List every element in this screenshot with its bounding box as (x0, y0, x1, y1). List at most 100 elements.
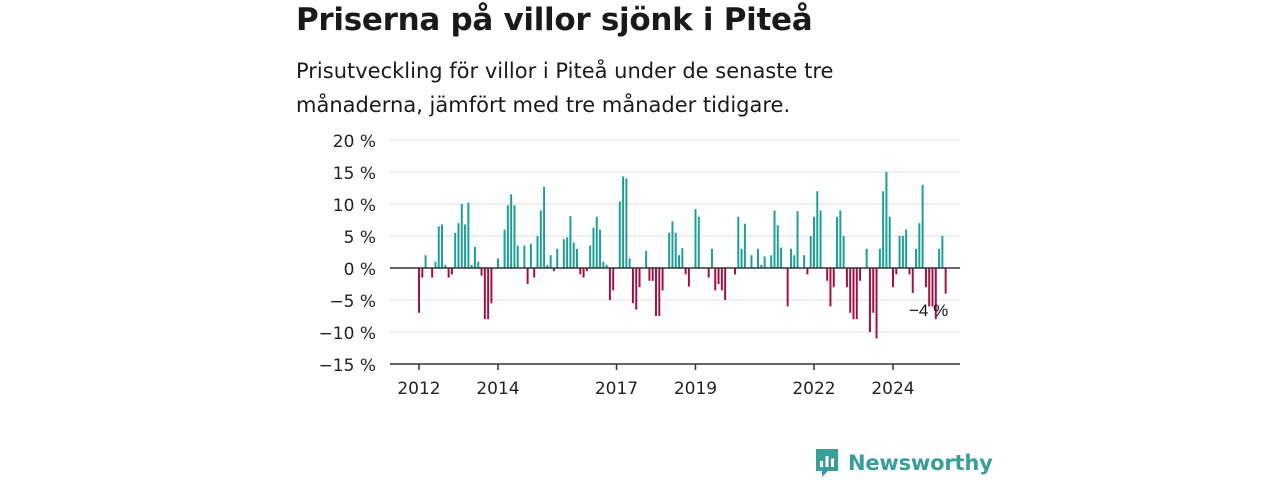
bar (483, 268, 486, 320)
bar (901, 236, 904, 268)
bar (513, 205, 516, 268)
bar (786, 268, 789, 307)
bar (441, 224, 444, 268)
bar (720, 268, 723, 291)
bar (895, 268, 898, 275)
bar (915, 248, 918, 268)
bar (928, 268, 931, 307)
x-tick-label: 2017 (595, 379, 638, 399)
bar (671, 221, 674, 268)
y-tick-label: 0 % (344, 260, 376, 280)
bar (694, 209, 697, 268)
bar (450, 268, 453, 275)
newsworthy-logo-icon (816, 449, 838, 477)
bar (803, 255, 806, 268)
bar (839, 210, 842, 268)
bar (776, 225, 779, 268)
bar (697, 216, 700, 268)
bar (576, 248, 578, 268)
bar (546, 264, 549, 268)
bar (612, 268, 615, 291)
bar (631, 268, 634, 304)
last-value-annotation: −4 % (909, 301, 948, 320)
bar (480, 268, 483, 276)
bar (655, 268, 657, 316)
bar (763, 256, 766, 268)
bar (819, 210, 822, 268)
bar (813, 216, 815, 268)
x-tick-label: 2012 (397, 379, 440, 399)
bar (816, 191, 819, 268)
bar (750, 255, 753, 268)
bar (421, 268, 424, 278)
bar (638, 268, 641, 288)
bar (510, 194, 513, 268)
bar (434, 261, 437, 268)
y-tick-label: −10 % (319, 324, 376, 344)
bar (892, 268, 894, 288)
bar (457, 223, 460, 268)
bar (684, 268, 687, 275)
bar (464, 224, 467, 268)
y-tick-label: 5 % (344, 228, 376, 248)
bars (418, 172, 947, 339)
bar (941, 236, 944, 268)
x-tick-label: 2019 (674, 379, 717, 399)
bar (796, 211, 799, 268)
bar (780, 247, 783, 268)
bar (918, 223, 921, 268)
bar (516, 245, 519, 268)
bar (687, 268, 690, 287)
bar (789, 248, 792, 268)
bar (533, 268, 536, 278)
bar (562, 239, 565, 268)
annotations: −4 % (909, 301, 948, 320)
newsworthy-logo: Newsworthy (814, 446, 993, 480)
chart-subtitle: Prisutveckling för villor i Piteå under … (296, 59, 834, 117)
bar (431, 268, 434, 278)
bar (888, 216, 891, 268)
bar (674, 232, 677, 268)
bar (523, 245, 526, 268)
bar (418, 268, 420, 313)
bar (526, 268, 529, 284)
bar (678, 255, 681, 268)
bar (911, 268, 914, 293)
bar (724, 268, 727, 300)
bar (875, 268, 878, 339)
bar (566, 237, 569, 268)
bar (845, 268, 848, 288)
bar (625, 178, 628, 268)
bar (832, 268, 835, 288)
bar (487, 268, 490, 320)
bar (552, 268, 555, 272)
bar (852, 268, 855, 320)
bar (809, 236, 812, 268)
bar (437, 226, 440, 268)
bar (648, 268, 651, 281)
x-tick-label: 2014 (476, 379, 519, 399)
bar (849, 268, 852, 313)
y-tick-label: 15 % (333, 164, 376, 184)
axes (390, 267, 960, 365)
bar (717, 268, 720, 284)
bar (740, 248, 743, 268)
x-tick-label: 2022 (792, 379, 835, 399)
bar (661, 268, 664, 291)
bar (529, 243, 532, 268)
bar (924, 268, 927, 288)
bar (882, 191, 885, 268)
bar (872, 268, 875, 313)
bar (618, 201, 621, 268)
bar (444, 264, 447, 268)
bar (592, 227, 595, 268)
bar (707, 268, 710, 278)
bar (460, 204, 463, 268)
bar (668, 232, 671, 268)
bar (757, 248, 760, 268)
bar (569, 216, 572, 268)
bar (743, 223, 746, 268)
bar (454, 232, 457, 268)
bar (793, 255, 796, 268)
bar (842, 236, 845, 268)
